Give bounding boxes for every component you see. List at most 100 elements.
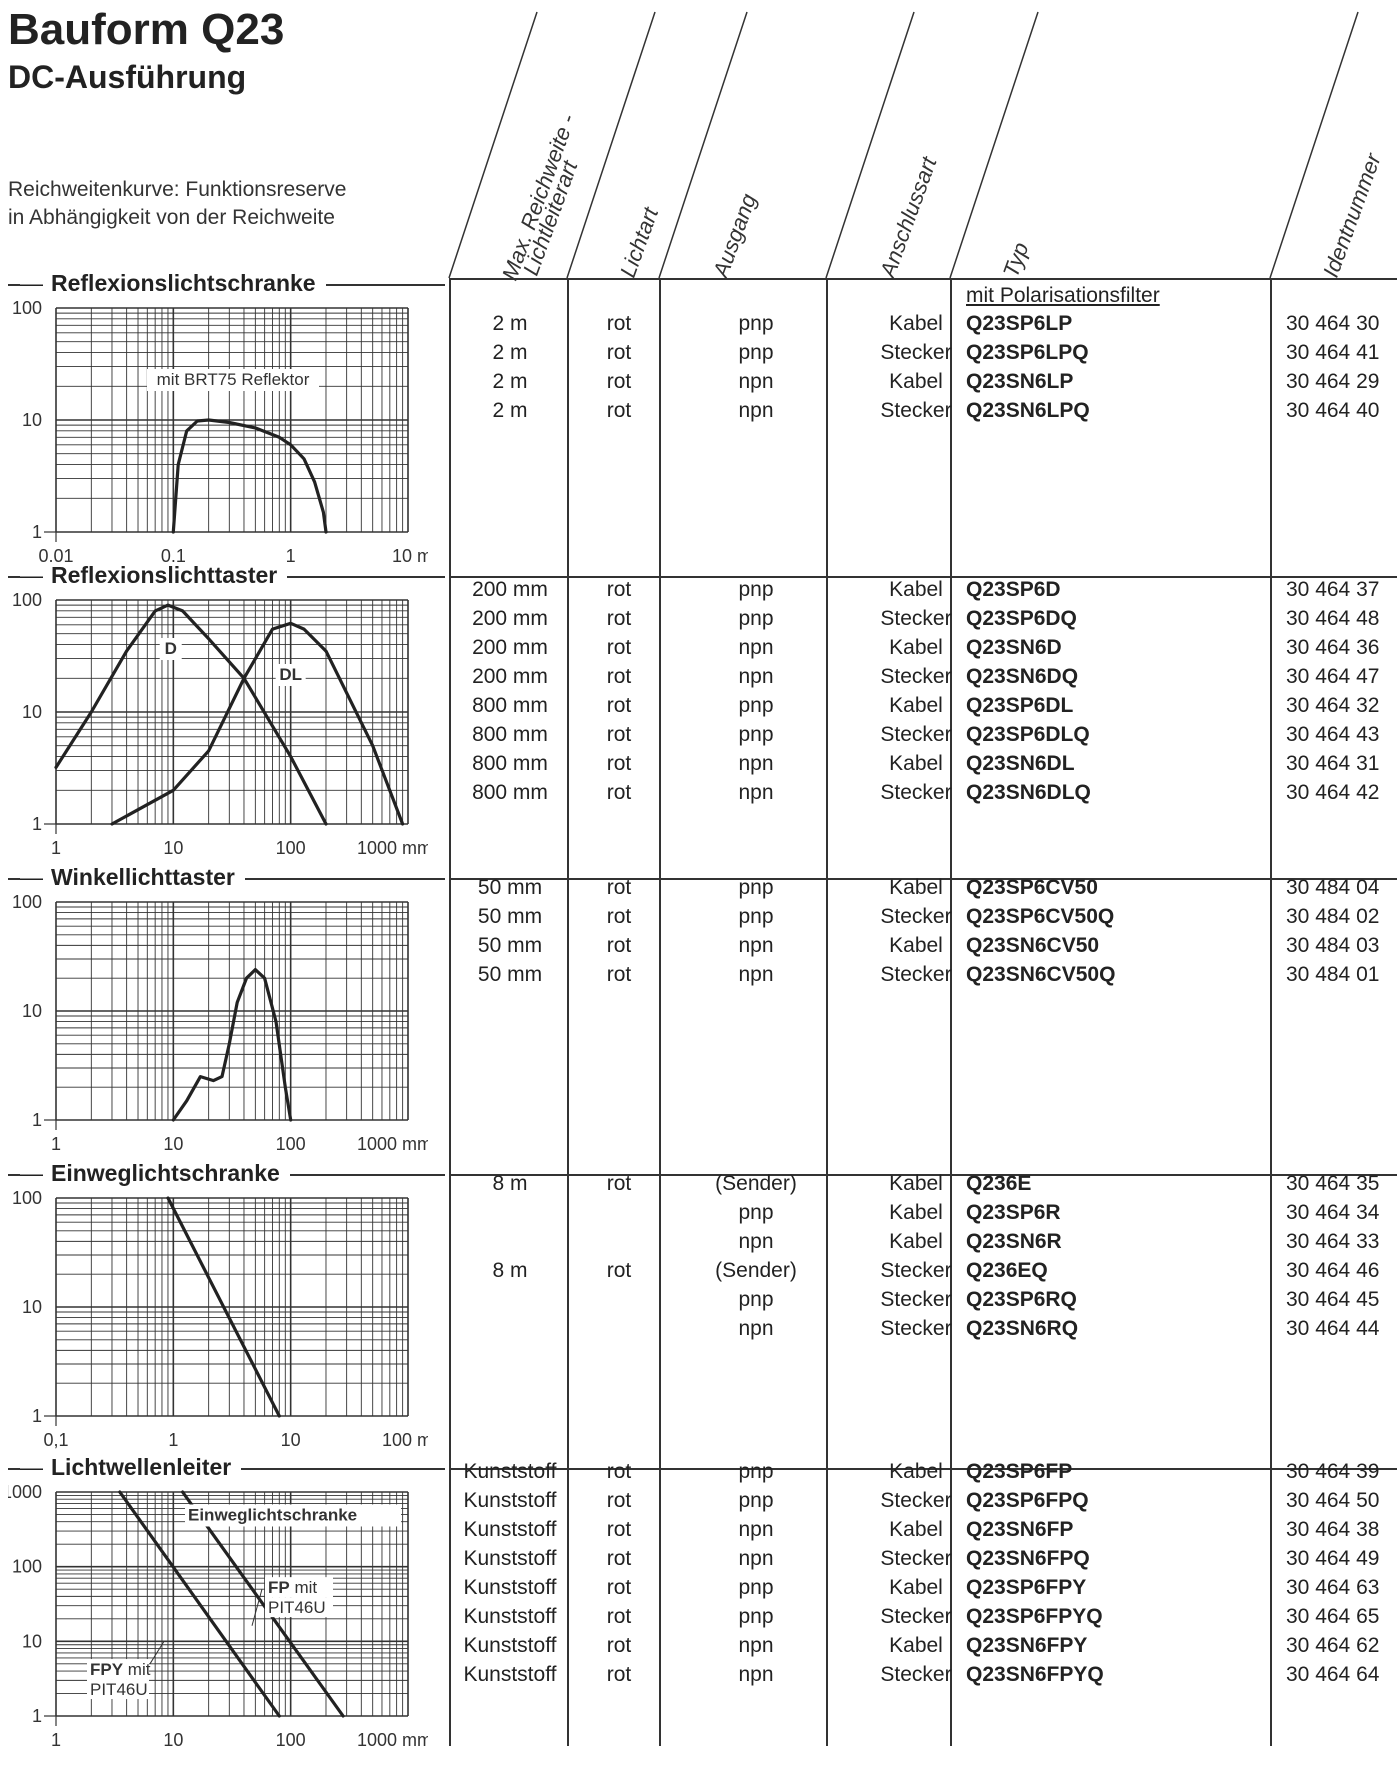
cell-connection: Stecker xyxy=(880,963,952,986)
header-baseline xyxy=(449,278,1397,280)
x-tick-label: 0,01 xyxy=(38,546,73,566)
y-tick-label: 1 xyxy=(32,522,42,542)
cell-output: pnp xyxy=(738,723,774,746)
cell-type: Q23SN6LPQ xyxy=(966,399,1090,422)
cell-reach: 200 mm xyxy=(472,665,548,688)
annotation-text: D xyxy=(165,639,177,658)
cell-reach: Kunststoff xyxy=(463,1518,557,1541)
section-title: Reflexionslichttaster xyxy=(51,562,278,588)
x-tick-label: 100 xyxy=(276,838,306,858)
cell-id: 30 464 47 xyxy=(1286,665,1380,688)
annotation-bg xyxy=(147,369,319,391)
cell-type: Q23SP6FP xyxy=(966,1460,1073,1483)
cell-id: 30 464 49 xyxy=(1286,1547,1380,1570)
cell-reach: 50 mm xyxy=(477,876,543,899)
section-separator xyxy=(449,1468,1397,1470)
cell-reach: 200 mm xyxy=(472,636,548,659)
cell-type: Q23SP6DQ xyxy=(966,607,1077,630)
cell-light: rot xyxy=(606,1172,632,1195)
cell-type: Q23SN6FPY xyxy=(966,1634,1088,1657)
cell-light: rot xyxy=(606,1489,632,1512)
x-tick-label: 1000 mm xyxy=(357,838,428,858)
y-tick-label: 1 xyxy=(32,1706,42,1726)
cell-id: 30 464 44 xyxy=(1286,1317,1380,1340)
annotation-text: FP mit xyxy=(268,1578,317,1597)
series-line xyxy=(181,1490,345,1718)
cell-reach: 800 mm xyxy=(472,752,548,775)
cell-id: 30 464 65 xyxy=(1286,1605,1380,1628)
cell-reach: 8 m xyxy=(492,1172,528,1195)
x-tick-label: 1 xyxy=(51,1134,61,1154)
cell-output: npn xyxy=(738,1317,774,1340)
cell-connection: Stecker xyxy=(880,1663,952,1686)
cell-output: npn xyxy=(738,781,774,804)
cell-id: 30 464 63 xyxy=(1286,1576,1380,1599)
cell-connection: Stecker xyxy=(880,341,952,364)
series-line xyxy=(118,1490,281,1718)
cell-reach: 50 mm xyxy=(477,934,543,957)
cell-light: rot xyxy=(606,694,632,717)
cell-connection: Stecker xyxy=(880,723,952,746)
cell-id: 30 464 30 xyxy=(1286,312,1380,335)
cell-reach: 50 mm xyxy=(477,905,543,928)
series-line xyxy=(54,603,328,826)
annotation-bg xyxy=(265,1577,333,1598)
cell-output: pnp xyxy=(738,1201,774,1224)
section-title: Lichtwellenleiter xyxy=(51,1454,232,1480)
cell-light: rot xyxy=(606,578,632,601)
cell-light: rot xyxy=(606,1518,632,1541)
annotation-bg xyxy=(275,664,306,686)
cell-id: 30 464 36 xyxy=(1286,636,1380,659)
annotation-text: mit BRT75 Reflektor xyxy=(157,370,310,389)
x-tick-label: 10 xyxy=(163,838,183,858)
cell-output: pnp xyxy=(738,1576,774,1599)
cell-type: Q23SP6CV50Q xyxy=(966,905,1115,928)
cell-connection: Kabel xyxy=(889,1230,943,1253)
section-separator xyxy=(449,1174,1397,1176)
section-dash: — xyxy=(20,1160,43,1186)
cell-type: Q23SN6FP xyxy=(966,1518,1074,1541)
cell-light: rot xyxy=(606,607,632,630)
cell-output: npn xyxy=(738,636,774,659)
cell-reach: Kunststoff xyxy=(463,1634,557,1657)
chart-svg: 1 10 100 1 10 100 1000 mm D DL xyxy=(12,590,432,858)
cell-light: rot xyxy=(606,752,632,775)
x-tick-label: 1000 mm xyxy=(357,1134,428,1154)
cell-reach: 800 mm xyxy=(472,723,548,746)
cell-output: npn xyxy=(738,1634,774,1657)
cell-id: 30 464 35 xyxy=(1286,1172,1380,1195)
y-tick-label: 10 xyxy=(22,1297,42,1317)
cell-id: 30 464 48 xyxy=(1286,607,1380,630)
y-tick-label: 100 xyxy=(12,1557,42,1577)
y-tick-label: 100 xyxy=(12,298,42,318)
cell-type: Q23SN6CV50 xyxy=(966,934,1100,957)
cell-light: rot xyxy=(606,781,632,804)
x-tick-label: 1 xyxy=(51,838,61,858)
series-line xyxy=(166,1196,281,1418)
range-chart: 1 10 100 1 10 100 1000 mm D DL xyxy=(8,590,432,873)
annotation-bg xyxy=(185,1504,401,1527)
cell-light: rot xyxy=(606,341,632,364)
cell-connection: Kabel xyxy=(889,1460,943,1483)
cell-output: npn xyxy=(738,370,774,393)
cell-connection: Stecker xyxy=(880,665,952,688)
chart-annotation: Einweglichtschranke xyxy=(185,1504,401,1527)
annotation-text: DL xyxy=(279,665,302,684)
chart-svg: 1 10 100 1 10 100 1000 mm xyxy=(12,892,432,1154)
cell-light: rot xyxy=(606,399,632,422)
y-tick-label: 100 xyxy=(12,1188,42,1208)
y-tick-label: 10 xyxy=(22,410,42,430)
col-header-light: Lichtart xyxy=(615,204,664,281)
cell-output: npn xyxy=(738,1518,774,1541)
chart-annotation: FPY mit xyxy=(87,1659,151,1680)
cell-id: 30 464 38 xyxy=(1286,1518,1380,1541)
cell-light: rot xyxy=(606,665,632,688)
cell-output: pnp xyxy=(738,607,774,630)
section-heading: — Reflexionslichttaster xyxy=(20,562,288,588)
cell-output: npn xyxy=(738,1230,774,1253)
section-title: Einweglichtschranke xyxy=(51,1160,280,1186)
cell-type: Q23SP6DLQ xyxy=(966,723,1090,746)
annotation-bg xyxy=(159,638,182,660)
cell-output: npn xyxy=(738,665,774,688)
y-tick-label: 10 xyxy=(22,702,42,722)
